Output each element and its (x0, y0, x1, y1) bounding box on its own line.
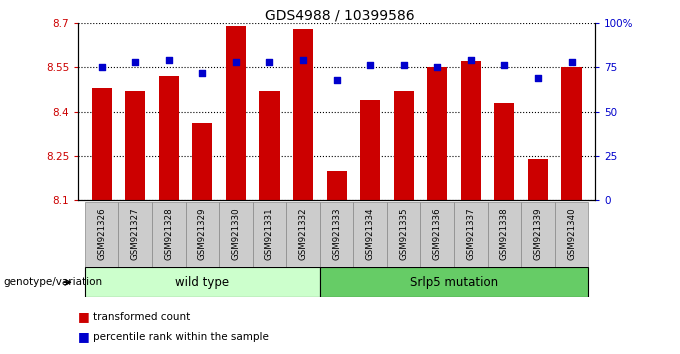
Point (298, 57, 309, 63)
Bar (461, 61, 481, 200)
Bar (488, 202, 521, 267)
Text: GSM921337: GSM921337 (466, 207, 475, 259)
Text: GSM921328: GSM921328 (165, 207, 173, 259)
Bar (226, 26, 246, 200)
Bar (125, 91, 146, 200)
Point (231, 59, 241, 65)
Text: GDS4988 / 10399586: GDS4988 / 10399586 (265, 9, 415, 23)
Bar (85, 202, 118, 267)
Text: GSM921335: GSM921335 (399, 207, 408, 259)
Text: GSM921331: GSM921331 (265, 207, 274, 259)
Text: GSM921329: GSM921329 (198, 207, 207, 259)
Text: ■: ■ (78, 310, 94, 323)
Bar (219, 202, 253, 267)
Text: wild type: wild type (175, 276, 229, 289)
Point (532, 75, 543, 81)
Point (364, 63, 375, 68)
Point (197, 70, 208, 75)
Bar (320, 202, 354, 267)
Bar (494, 103, 515, 200)
Bar (420, 202, 454, 267)
Point (97, 64, 107, 70)
Point (130, 59, 141, 65)
Text: GSM921338: GSM921338 (500, 207, 509, 259)
Bar (253, 202, 286, 267)
Text: GSM921327: GSM921327 (131, 207, 140, 259)
Point (432, 64, 443, 70)
Bar (118, 202, 152, 267)
Text: GSM921326: GSM921326 (97, 207, 106, 259)
Point (163, 57, 174, 63)
Text: GSM921332: GSM921332 (299, 207, 307, 259)
Bar (192, 123, 212, 200)
Bar (85, 267, 320, 297)
Text: GSM921330: GSM921330 (231, 207, 241, 259)
Point (331, 77, 342, 82)
Text: GSM921336: GSM921336 (432, 207, 442, 259)
Bar (454, 202, 488, 267)
Bar (387, 202, 420, 267)
Text: GSM921339: GSM921339 (533, 207, 543, 259)
Bar (354, 202, 387, 267)
Point (499, 63, 510, 68)
Point (264, 59, 275, 65)
Text: GSM921333: GSM921333 (332, 207, 341, 259)
Text: Srlp5 mutation: Srlp5 mutation (410, 276, 498, 289)
Bar (259, 91, 279, 200)
Text: GSM921340: GSM921340 (567, 207, 576, 259)
Text: transformed count: transformed count (93, 312, 190, 322)
Bar (360, 100, 380, 200)
Bar (427, 67, 447, 200)
Bar (293, 29, 313, 200)
Bar (555, 202, 588, 267)
Bar (562, 67, 581, 200)
Bar (394, 91, 414, 200)
Point (398, 63, 409, 68)
Text: ■: ■ (78, 331, 94, 343)
Point (465, 57, 476, 63)
Bar (320, 267, 588, 297)
Bar (152, 202, 186, 267)
Bar (186, 202, 219, 267)
Point (566, 59, 577, 65)
Bar (286, 202, 320, 267)
Bar (92, 88, 112, 200)
Bar (326, 171, 347, 200)
Bar (158, 76, 179, 200)
Text: genotype/variation: genotype/variation (3, 277, 103, 287)
Text: percentile rank within the sample: percentile rank within the sample (93, 332, 269, 342)
Text: GSM921334: GSM921334 (366, 207, 375, 259)
Bar (528, 159, 548, 200)
Bar (521, 202, 555, 267)
